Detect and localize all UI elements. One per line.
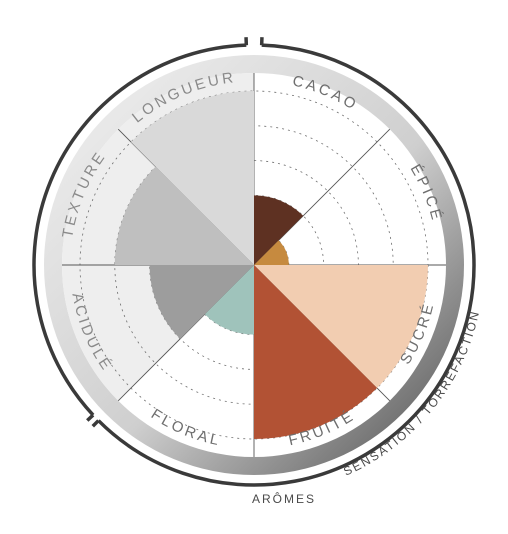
group-tick-aromes <box>93 421 99 427</box>
flavor-wheel-chart: { "chart": { "type": "polar-radar", "wid… <box>0 0 508 534</box>
flavor-wheel-svg: CACAOÉPICÉSUCRÉFRUITÉFLORALACIDULÉTEXTUR… <box>0 0 508 534</box>
group-label-aromes: ARÔMES <box>252 491 316 506</box>
group-tick-sensation <box>87 415 93 420</box>
